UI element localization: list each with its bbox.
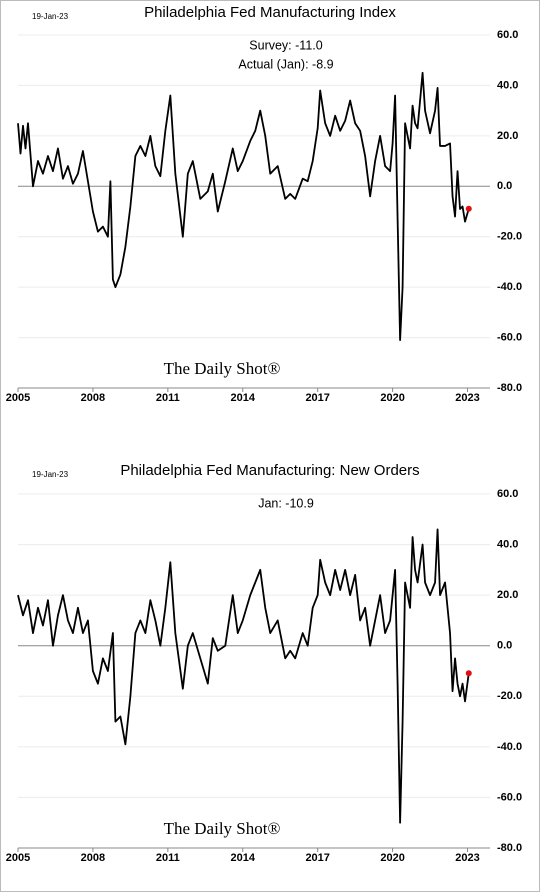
x-tick-label: 2020 (380, 392, 404, 404)
x-tick-label: 2008 (81, 852, 105, 864)
annotation: Survey: -11.0 (249, 38, 322, 52)
last-point (465, 670, 472, 677)
y-tick-label: 0.0 (497, 180, 512, 192)
y-tick-label: 20.0 (497, 589, 518, 601)
annotation: Actual (Jan): -8.9 (238, 57, 333, 71)
date-label: 19-Jan-23 (32, 470, 69, 479)
y-tick-label: -60.0 (497, 791, 522, 803)
x-tick-label: 2020 (380, 852, 404, 864)
data-line (17, 528, 470, 824)
x-tick-label: 2023 (455, 852, 479, 864)
y-tick-label: -20.0 (497, 231, 522, 243)
y-tick-label: -80.0 (497, 842, 522, 854)
data-line (17, 71, 470, 341)
chart-title: Philadelphia Fed Manufacturing Index (144, 4, 396, 21)
x-tick-label: 2014 (231, 392, 256, 404)
x-tick-label: 2011 (156, 392, 180, 404)
x-tick-label: 2011 (156, 852, 180, 864)
y-tick-label: -60.0 (497, 331, 522, 343)
last-point (465, 205, 472, 212)
y-tick-label: -20.0 (497, 690, 522, 702)
y-tick-label: -40.0 (497, 741, 522, 753)
date-label: 19-Jan-23 (32, 12, 69, 21)
x-tick-label: 2017 (305, 852, 329, 864)
annotation: Jan: -10.9 (258, 496, 314, 510)
watermark: The Daily Shot® (164, 819, 281, 838)
x-tick-label: 2017 (305, 392, 329, 404)
watermark: The Daily Shot® (164, 359, 281, 378)
x-tick-label: 2005 (6, 392, 30, 404)
y-tick-label: 60.0 (497, 488, 518, 500)
x-tick-label: 2008 (81, 392, 105, 404)
x-tick-label: 2023 (455, 392, 479, 404)
x-tick-label: 2005 (6, 852, 30, 864)
y-tick-label: 60.0 (497, 29, 518, 41)
y-tick-label: 20.0 (497, 130, 518, 142)
y-tick-label: 40.0 (497, 79, 518, 91)
y-tick-label: 0.0 (497, 640, 512, 652)
y-tick-label: -40.0 (497, 281, 522, 293)
x-tick-label: 2014 (231, 852, 256, 864)
chart-title: Philadelphia Fed Manufacturing: New Orde… (120, 462, 419, 479)
y-tick-label: -80.0 (497, 382, 522, 394)
y-tick-label: 40.0 (497, 538, 518, 550)
